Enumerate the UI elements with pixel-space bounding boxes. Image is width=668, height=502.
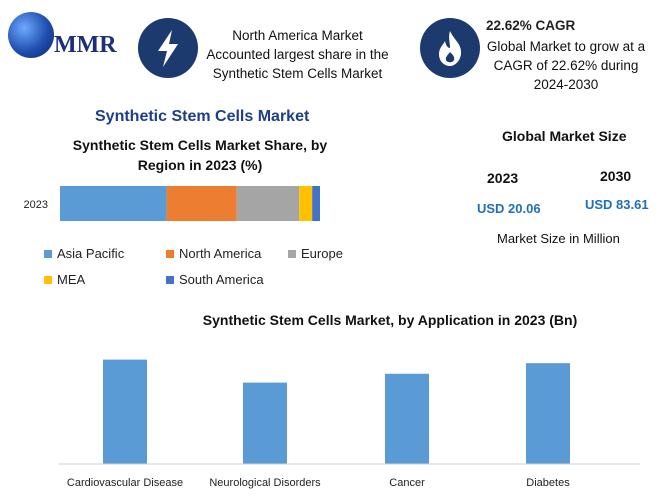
legend-swatch: [44, 249, 52, 258]
application-chart-title: Synthetic Stem Cells Market, by Applicat…: [202, 312, 578, 328]
region-bar-segment-europe: [236, 186, 300, 221]
market-value-2023: USD 20.06: [477, 201, 541, 216]
global-market-size-title: Global Market Size: [502, 128, 627, 144]
application-bar-neurological-disorders: [243, 382, 287, 464]
section-title: Synthetic Stem Cells Market: [95, 108, 310, 125]
application-category-label: Cancer: [389, 477, 425, 489]
region-bar-segment-mea: [299, 186, 313, 221]
application-category-label: Cardiovascular Disease: [67, 477, 183, 489]
region-bar-segment-south-america: [312, 186, 320, 221]
lightning-bolt-icon: [138, 18, 198, 78]
legend-item-south-america: South America: [166, 272, 264, 287]
market-value-2030: USD 83.61: [585, 197, 649, 212]
globe-icon: [8, 12, 54, 58]
region-bar-segment-asia-pacific: [60, 186, 167, 221]
region-chart-category-label: 2023: [24, 199, 48, 211]
region-chart-title: Synthetic Stem Cells Market Share, by Re…: [72, 137, 328, 173]
application-category-label: Diabetes: [526, 477, 570, 489]
market-size-footnote: Market Size in Million: [497, 231, 620, 246]
legend-label: MEA: [57, 272, 86, 287]
flame-icon: [420, 18, 480, 78]
north-america-share-text: North America Market Accounted largest s…: [206, 28, 389, 81]
cagr-title: 22.62% CAGR: [486, 18, 576, 33]
application-bar-cardiovascular-disease: [103, 359, 147, 464]
legend-item-mea: MEA: [44, 272, 85, 287]
legend-label: North America: [179, 246, 262, 261]
legend-item-asia-pacific: Asia Pacific: [44, 246, 124, 261]
application-bar-cancer: [385, 373, 429, 464]
application-bar-chart: Cardiovascular Disease Neurological Disor…: [58, 359, 640, 489]
legend-item-north-america: North America: [166, 246, 261, 261]
application-bar-diabetes: [526, 363, 570, 464]
region-bar-segment-north-america: [166, 186, 237, 221]
logo-text: MMR: [54, 32, 117, 58]
legend-item-europe: Europe: [288, 246, 343, 261]
legend-swatch: [44, 275, 52, 284]
legend-label: South America: [179, 272, 264, 287]
region-share-chart: 2023: [24, 186, 320, 221]
cagr-text: Global Market to grow at a CAGR of 22.62…: [486, 39, 646, 92]
legend-swatch: [166, 249, 174, 258]
legend-label: Asia Pacific: [57, 246, 125, 261]
mmr-logo: MMR: [4, 10, 128, 70]
year-2030-label: 2030: [600, 168, 632, 184]
legend-label: Europe: [301, 246, 343, 261]
application-category-label: Neurological Disorders: [209, 477, 321, 489]
legend-swatch: [166, 275, 174, 284]
year-2023-label: 2023: [487, 170, 519, 186]
legend-swatch: [288, 249, 296, 258]
